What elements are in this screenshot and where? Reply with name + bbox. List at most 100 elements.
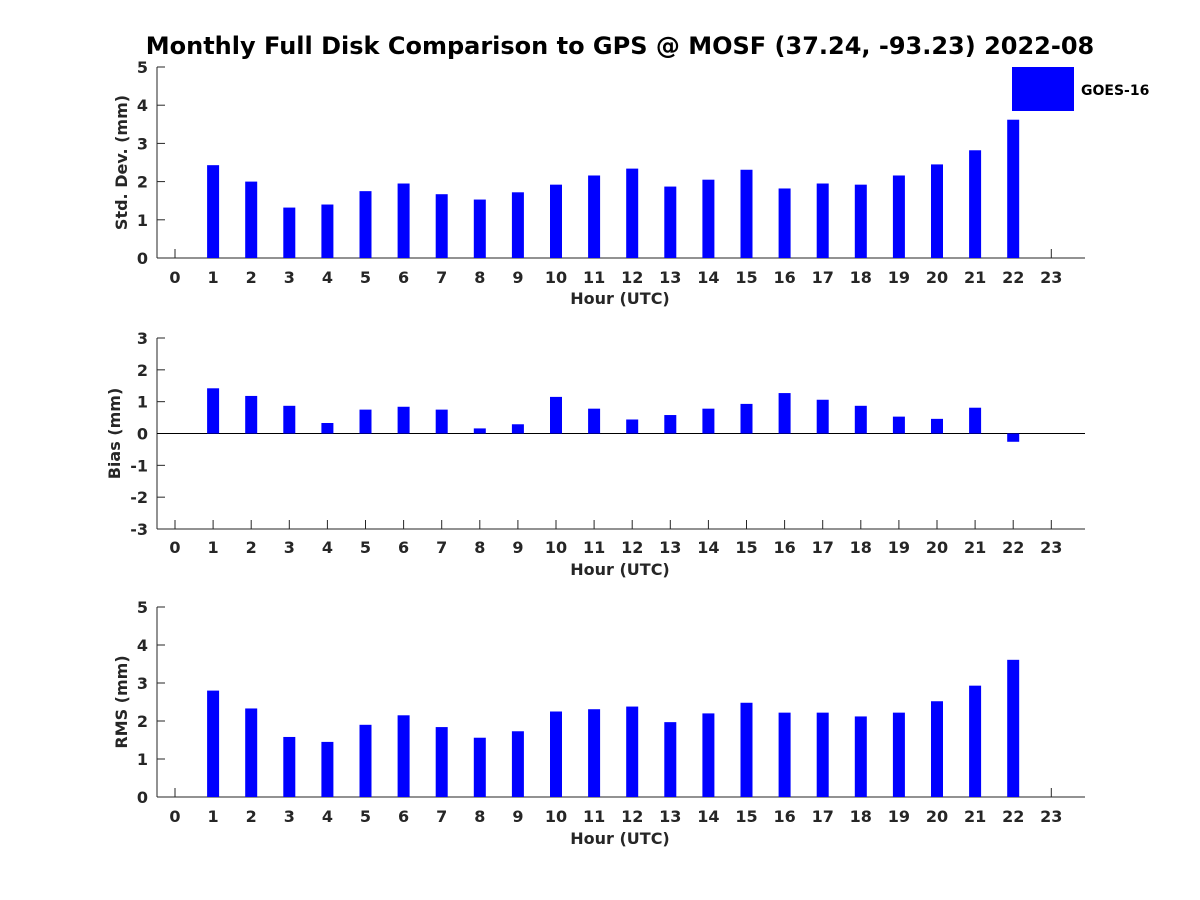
rms-x-axis-label: Hour (UTC): [570, 829, 670, 848]
bias-bar-hour-7: [435, 409, 448, 434]
std-dev-x-tick-label: 2: [246, 268, 257, 287]
std-dev-x-tick-label: 7: [436, 268, 447, 287]
bias-bar-hour-20: [931, 418, 943, 434]
bias-x-tick-label: 21: [964, 538, 986, 557]
bias-x-tick-label: 8: [474, 538, 485, 557]
rms-y-tick-label: 3: [137, 674, 148, 693]
bias-bar-hour-9: [511, 424, 524, 434]
rms-bar-hour-7: [435, 727, 448, 797]
rms-bar-hour-18: [854, 716, 867, 797]
std-dev-y-tick-label: 5: [137, 58, 148, 77]
bias-bar-hour-17: [816, 399, 829, 434]
rms-x-tick-label: 1: [208, 807, 219, 826]
bias-x-tick-label: 1: [208, 538, 219, 557]
bias-y-tick-label: -3: [130, 520, 148, 539]
bias-bar-hour-19: [892, 416, 905, 434]
bias-bar-hour-6: [397, 406, 410, 434]
rms-bar-hour-15: [740, 702, 753, 797]
std-dev-bar-hour-4: [321, 204, 334, 258]
rms-x-tick-label: 14: [697, 807, 719, 826]
std-dev-x-tick-label: 17: [812, 268, 834, 287]
bias-x-tick-label: 11: [583, 538, 605, 557]
std-dev-bar-hour-1: [207, 165, 220, 258]
bias-x-tick-label: 6: [398, 538, 409, 557]
bias-bar-hour-13: [664, 415, 677, 434]
std-dev-x-tick-label: 10: [545, 268, 567, 287]
rms-x-tick-label: 10: [545, 807, 567, 826]
bias-x-tick-label: 13: [659, 538, 681, 557]
std-dev-x-tick-label: 20: [926, 268, 948, 287]
legend-label-goes-16: GOES-16: [1081, 83, 1149, 99]
rms-bar-hour-6: [397, 715, 410, 797]
std-dev-x-tick-label: 22: [1002, 268, 1024, 287]
bias-x-tick-label: 7: [436, 538, 447, 557]
rms-bar-hour-20: [931, 701, 943, 797]
std-dev-y-tick-label: 2: [137, 173, 148, 192]
bias-y-axis-label: Bias (mm): [105, 388, 124, 480]
std-dev-bar-hour-9: [511, 192, 524, 258]
std-dev-y-axis-label: Std. Dev. (mm): [112, 95, 131, 230]
rms-y-tick-label: 1: [137, 750, 148, 769]
rms-y-tick-label: 5: [137, 598, 148, 617]
rms-x-tick-label: 7: [436, 807, 447, 826]
bias-bar-hour-22: [1007, 433, 1020, 442]
bias-x-tick-label: 2: [246, 538, 257, 557]
bias-bar-hour-8: [473, 428, 486, 434]
std-dev-x-tick-label: 18: [850, 268, 872, 287]
rms-bar-hour-10: [550, 711, 562, 797]
bias-y-tick-label: 0: [137, 425, 148, 444]
rms-bar-hour-12: [626, 706, 639, 797]
std-dev-y-tick-label: 4: [137, 96, 148, 115]
bias-x-tick-label: 12: [621, 538, 643, 557]
rms-y-tick-label: 0: [137, 788, 148, 807]
bias-x-tick-label: 14: [697, 538, 719, 557]
rms-x-tick-label: 0: [169, 807, 180, 826]
bias-y-tick-label: 3: [137, 329, 148, 348]
std-dev-x-tick-label: 12: [621, 268, 643, 287]
bias-bar-hour-5: [359, 409, 372, 434]
std-dev-x-tick-label: 11: [583, 268, 605, 287]
std-dev-bar-hour-3: [283, 207, 296, 258]
legend-swatch-goes-16: [1012, 67, 1074, 111]
bias-bar-hour-1: [207, 388, 220, 434]
std-dev-x-tick-label: 8: [474, 268, 485, 287]
bias-x-tick-label: 10: [545, 538, 567, 557]
rms-bar-hour-5: [359, 724, 372, 797]
std-dev-x-tick-label: 14: [697, 268, 719, 287]
rms-x-tick-label: 15: [735, 807, 757, 826]
bias-y-tick-label: 2: [137, 361, 148, 380]
rms-x-tick-label: 21: [964, 807, 986, 826]
std-dev-x-tick-label: 21: [964, 268, 986, 287]
legend: GOES-16: [1012, 67, 1149, 111]
std-dev-x-tick-label: 3: [284, 268, 295, 287]
std-dev-x-axis-label: Hour (UTC): [570, 289, 670, 308]
rms-bar-hour-19: [892, 712, 905, 797]
std-dev-bar-hour-5: [359, 191, 372, 258]
bias-x-tick-label: 23: [1040, 538, 1062, 557]
std-dev-bar-hour-15: [740, 169, 753, 258]
rms-bar-hour-16: [778, 712, 791, 797]
std-dev-x-tick-label: 15: [735, 268, 757, 287]
bias-bar-hour-2: [245, 395, 258, 434]
rms-bar-hour-13: [664, 722, 677, 797]
rms-bar-hour-14: [702, 713, 715, 797]
bias-x-tick-label: 0: [169, 538, 180, 557]
rms-x-tick-label: 22: [1002, 807, 1024, 826]
rms-x-tick-label: 20: [926, 807, 948, 826]
bias-bar-hour-15: [740, 403, 753, 434]
bias-bar-hour-18: [854, 405, 867, 434]
rms-bar-hour-21: [969, 685, 982, 797]
std-dev-bar-hour-6: [397, 183, 410, 258]
std-dev-x-tick-label: 13: [659, 268, 681, 287]
rms-bar-hour-9: [511, 731, 524, 797]
bias-x-tick-label: 16: [773, 538, 795, 557]
std-dev-bar-hour-12: [626, 168, 639, 258]
bias-bar-hour-3: [283, 405, 296, 434]
bias-x-tick-label: 5: [360, 538, 371, 557]
bias-bar-hour-14: [702, 408, 715, 434]
rms-bar-hour-1: [207, 690, 220, 797]
std-dev-bar-hour-14: [702, 179, 715, 258]
